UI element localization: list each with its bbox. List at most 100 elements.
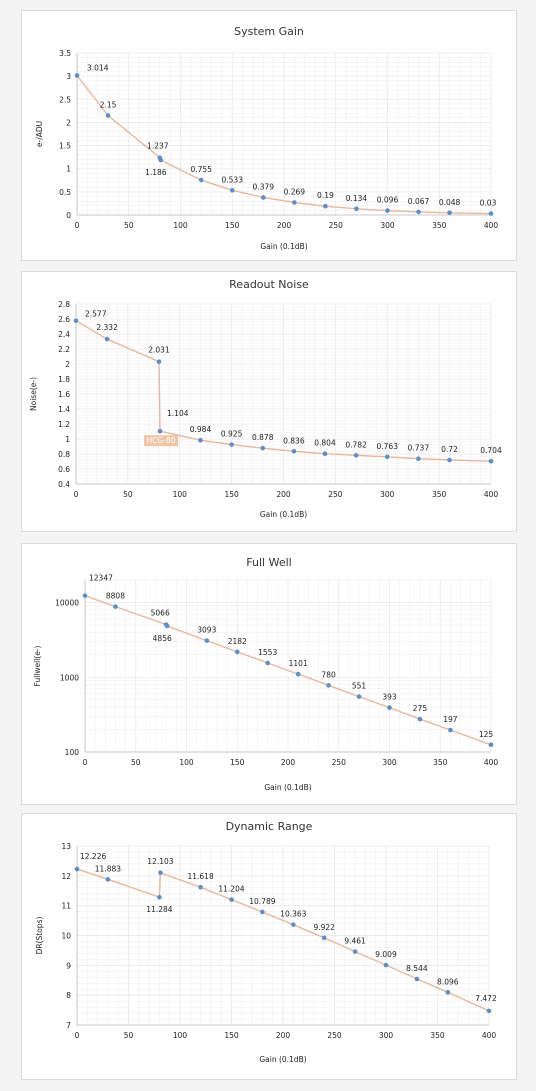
data-point xyxy=(234,649,240,655)
annotation-badge xyxy=(144,435,179,447)
data-label: 12.226 xyxy=(80,852,106,861)
data-point xyxy=(488,458,494,464)
data-label: 0.379 xyxy=(253,182,275,191)
data-point xyxy=(74,73,80,78)
y-tick-label: 11 xyxy=(61,902,71,911)
data-point xyxy=(113,604,118,609)
y-tick-label: 13 xyxy=(61,842,71,851)
data-point xyxy=(158,157,164,163)
y-tick-label: 7 xyxy=(66,1021,71,1030)
chart-panel-system-gain: System Gain 0 50 100 150 200 250 300 350 400 0 0.5 1… xyxy=(21,10,517,261)
data-point xyxy=(74,866,80,872)
data-label: 9.461 xyxy=(344,937,366,946)
grid xyxy=(76,52,492,216)
data-point xyxy=(387,705,392,710)
data-point xyxy=(353,453,359,458)
x-tick-label: 100 xyxy=(173,1031,188,1040)
y-tick-label: 2.2 xyxy=(58,345,70,354)
data-label: 2.031 xyxy=(148,346,170,355)
x-tick-label: 50 xyxy=(124,1031,134,1040)
data-point xyxy=(104,336,110,342)
data-label: 125 xyxy=(479,730,494,739)
x-tick-label: 50 xyxy=(124,221,134,230)
data-label: 0.269 xyxy=(284,188,306,197)
data-label: 10.363 xyxy=(280,910,306,919)
x-axis-label: Gain (0.1dB) xyxy=(264,783,311,792)
x-tick-label: 350 xyxy=(432,490,447,499)
y-axis-label: Fullwell(e-) xyxy=(33,645,42,686)
chart-panel-readout-noise: Readout Noise 0 50 100 150 200 250 300 350 400 0.4… xyxy=(21,271,517,532)
data-point xyxy=(158,870,163,876)
data-label: 0.804 xyxy=(314,439,336,448)
data-label: 0.878 xyxy=(252,433,274,442)
x-tick-label: 400 xyxy=(482,1031,497,1040)
data-point xyxy=(105,877,111,882)
grid xyxy=(84,579,492,753)
chart-panel-dynamic-range: Dynamic Range 0 50 100 150 200 250 300 350 400 7 8 9… xyxy=(21,813,517,1080)
x-tick-label: 150 xyxy=(224,1031,239,1040)
data-point xyxy=(164,623,170,629)
data-point xyxy=(416,209,421,215)
y-tick-label: 2 xyxy=(65,360,70,369)
x-tick-label: 50 xyxy=(123,490,133,499)
x-axis-label: Gain (0.1dB) xyxy=(260,510,307,519)
data-point xyxy=(198,177,204,183)
x-tick-label: 50 xyxy=(131,758,141,767)
y-tick-label: 1000 xyxy=(60,673,79,682)
data-label: 12.103 xyxy=(147,857,173,866)
y-tick-label: 9 xyxy=(66,961,71,970)
data-point xyxy=(414,976,420,982)
data-point xyxy=(265,660,270,666)
x-tick-label: 250 xyxy=(328,490,343,499)
data-label: 0.737 xyxy=(408,444,430,453)
x-tick-label: 0 xyxy=(74,490,79,499)
y-tick-label: 100 xyxy=(65,748,80,757)
data-label: 1.237 xyxy=(147,142,169,151)
data-label: 0.533 xyxy=(222,175,244,184)
data-label: 3.014 xyxy=(87,63,109,72)
data-point xyxy=(291,922,296,927)
x-axis-label: Gain (0.1dB) xyxy=(259,1055,306,1064)
chart-readout-noise: Readout Noise 0 50 100 150 200 250 300 350 400 0.4… xyxy=(29,278,502,519)
x-tick-label: 0 xyxy=(75,221,80,230)
x-tick-label: 250 xyxy=(332,758,347,767)
y-tick-label: 2.8 xyxy=(58,300,70,309)
grid xyxy=(76,845,490,1026)
data-label: 0.704 xyxy=(480,446,502,455)
data-point xyxy=(445,990,451,995)
data-point xyxy=(157,894,162,900)
x-tick-label: 350 xyxy=(430,1031,445,1040)
data-label: 9.922 xyxy=(313,923,335,932)
data-label: 8808 xyxy=(106,592,125,601)
data-point xyxy=(73,318,79,324)
x-axis-label: Gain (0.1dB) xyxy=(260,242,307,251)
data-point xyxy=(352,949,358,954)
data-point xyxy=(204,638,210,643)
y-tick-label: 10 xyxy=(61,932,71,941)
data-label: 0.03 xyxy=(480,199,497,208)
data-label: 780 xyxy=(321,670,336,679)
y-tick-label: 1.6 xyxy=(58,390,70,399)
x-tick-label: 150 xyxy=(225,221,240,230)
x-tick-label: 300 xyxy=(380,221,395,230)
x-tick-label: 350 xyxy=(432,221,447,230)
y-tick-label: 2.5 xyxy=(59,95,71,104)
data-point xyxy=(295,671,301,677)
x-tick-label: 150 xyxy=(224,490,239,499)
data-point xyxy=(322,451,328,456)
x-tick-label: 100 xyxy=(173,490,188,499)
annotation-label: HCG-80 xyxy=(147,436,176,445)
y-tick-label: 10000 xyxy=(55,599,79,608)
data-label: 4856 xyxy=(153,634,172,643)
x-tick-label: 350 xyxy=(433,758,448,767)
data-label: 2.577 xyxy=(85,310,107,319)
data-point xyxy=(486,1008,492,1014)
data-point xyxy=(292,200,297,205)
y-tick-label: 2.4 xyxy=(58,330,70,339)
data-point xyxy=(157,428,163,434)
y-axis-label: Noise(e-) xyxy=(29,377,38,411)
data-point xyxy=(416,456,421,462)
data-label: 1.186 xyxy=(145,168,167,177)
y-axis-label: DR(Stops) xyxy=(35,917,44,955)
data-label: 3093 xyxy=(197,626,216,635)
